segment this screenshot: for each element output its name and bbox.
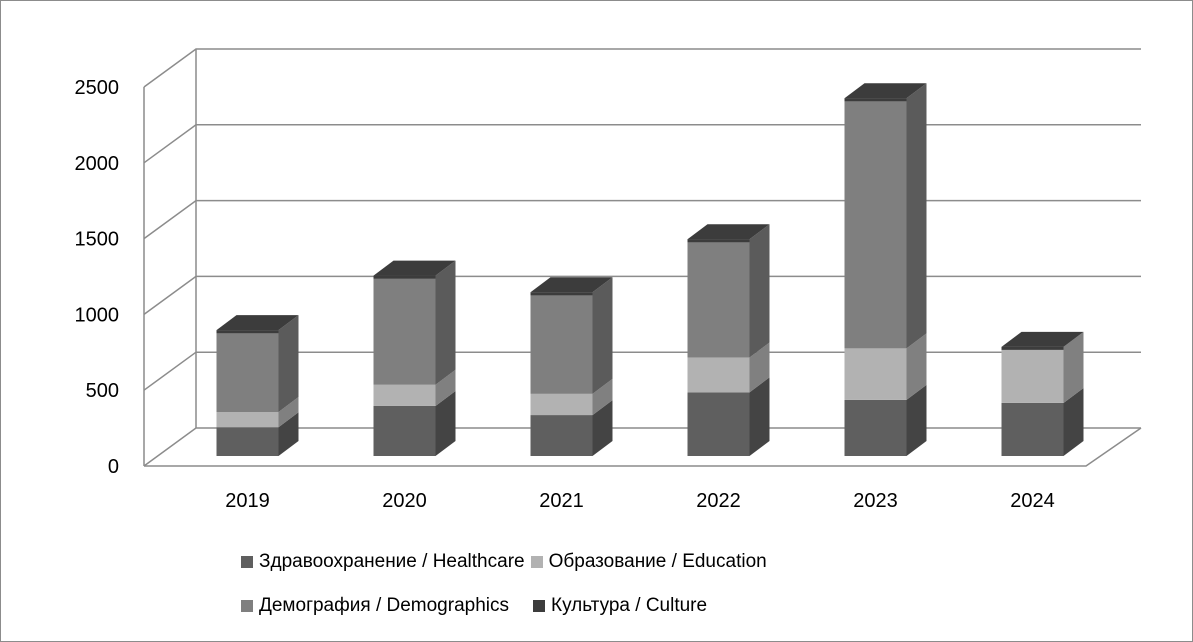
y-tick-label-2500: 2500 [75,77,120,99]
bar-2024-top-edge [1001,346,1064,350]
y-tick-label-1000: 1000 [75,304,120,326]
x-tick-label-2022: 2022 [696,490,741,512]
bar-2020-2-front [373,275,436,385]
bar-2020-top [373,260,456,276]
bar-2022-top [687,224,770,240]
gridline-1000 [143,275,1141,316]
bar-2022-0-front [687,392,750,456]
x-tick-label-2023: 2023 [853,490,898,512]
y-tick-label-2000: 2000 [75,153,120,175]
bar-2020-0-front [373,405,436,456]
legend-item-healthcare: Здравоохранение / Healthcare [241,551,525,573]
legend-label-healthcare: Здравоохранение / Healthcare [259,551,525,572]
bar-2023-2-front [844,98,907,349]
bar-2020-top-edge [373,275,436,279]
legend-swatch-culture [533,600,545,612]
bar-2019-2-side [278,315,299,413]
chart-floor [144,427,1142,467]
bar-2020-1-side [435,369,456,406]
bar-2022-1-side [749,342,770,393]
bar-2021-top-edge [530,292,593,296]
legend-label-demographics: Демография / Demographics [259,595,509,616]
legend-item-education: Образование / Education [530,551,767,573]
bar-2022-top-edge [687,239,750,243]
legend-item-culture: Культура / Culture [533,595,707,617]
bar-2021-2-front [530,292,593,394]
bar-2023-0-side [906,384,927,456]
bar-2021-top [530,277,613,293]
bar-2019-1-front [216,412,279,428]
bar-2023-top [844,83,927,99]
x-tick-label-2020: 2020 [382,490,427,512]
bar-2023-1-side [906,333,927,400]
bar-2022-0-side [749,377,770,456]
legend-swatch-healthcare [241,556,253,568]
legend-item-demographics: Демография / Demographics [241,595,509,617]
bar-2021-1-side [592,378,613,416]
legend-swatch-education [530,556,543,568]
x-tick-label-2019: 2019 [225,490,270,512]
x-tick-label-2021: 2021 [539,490,584,512]
bar-2019-0-side [278,412,299,456]
bar-2022-1-front [687,357,750,393]
bar-2024-1-front [1001,346,1064,403]
bar-2023-2-side [906,83,927,349]
bar-2024-0-front [1001,402,1064,456]
bar-2024-top [1001,331,1084,347]
y-tick-label-1500: 1500 [75,229,120,251]
bar-2021-0-side [592,400,613,456]
legend-label-culture: Культура / Culture [551,595,708,616]
legend-row-2: Демография / Demographics Культура / Cul… [241,591,961,621]
chart-plot: 0 500 1000 1500 2000 2500 2019 2020 2021 2022 2023… [75,48,1142,512]
x-tick-label-2024: 2024 [1010,490,1055,512]
bar-2020-0-side [435,390,456,456]
y-tick-label-0: 0 [108,456,119,478]
chart-legend: Здравоохранение / Healthcare Образование… [241,547,961,635]
bar-2020-1-front [373,384,436,406]
bar-2019-top [216,315,299,331]
bar-2019-2-front [216,330,279,413]
bar-2021-2-side [592,277,613,394]
bar-2022-2-front [687,239,750,358]
bar-2024-0-side [1063,387,1084,456]
bar-2023-top-edge [844,98,907,102]
gridline-2000 [143,124,1141,164]
legend-label-education: Образование / Education [548,551,767,572]
bar-2021-0-front [530,415,593,456]
y-tick-label-500: 500 [86,380,119,402]
legend-swatch-demographics [241,600,253,612]
bar-2021-1-front [530,393,593,416]
bar-2019-top-edge [216,330,279,334]
bar-2019-1-side [278,397,299,428]
legend-row-1: Здравоохранение / Healthcare Образование… [241,547,961,577]
gridline-1500 [143,199,1141,240]
bar-2020-2-side [435,260,456,385]
bar-2023-0-front [844,399,907,456]
bar-2023-1-front [844,348,907,400]
bar-2024-1-side [1063,331,1084,403]
bar-2019-0-front [216,427,279,456]
gridline-2500 [143,48,1141,88]
bar-2022-2-side [749,224,770,358]
